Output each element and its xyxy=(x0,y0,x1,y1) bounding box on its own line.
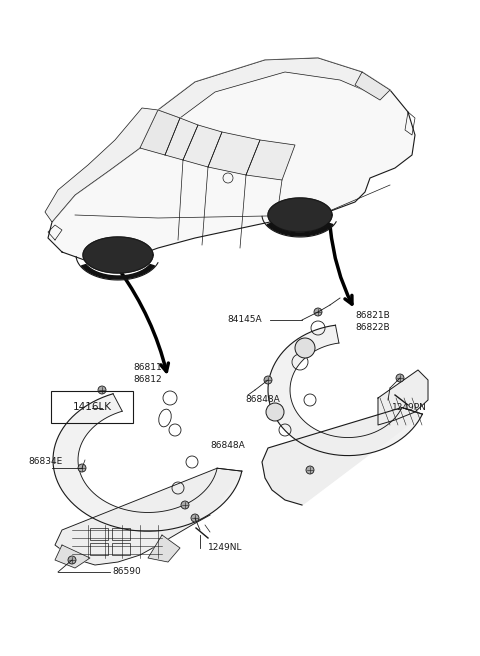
Text: 86848A: 86848A xyxy=(210,440,245,449)
Polygon shape xyxy=(45,108,158,222)
Polygon shape xyxy=(246,140,295,180)
Text: 86834E: 86834E xyxy=(28,457,62,466)
Polygon shape xyxy=(140,110,180,155)
Polygon shape xyxy=(165,118,198,160)
Bar xyxy=(112,528,130,540)
Polygon shape xyxy=(378,370,428,425)
Text: 86811: 86811 xyxy=(133,363,162,373)
Text: 86590: 86590 xyxy=(112,567,141,577)
Polygon shape xyxy=(355,72,390,100)
Polygon shape xyxy=(53,394,242,531)
Circle shape xyxy=(68,556,76,564)
Polygon shape xyxy=(148,535,180,562)
Circle shape xyxy=(306,466,314,474)
Polygon shape xyxy=(267,223,333,236)
Bar xyxy=(90,528,108,540)
Circle shape xyxy=(181,501,189,509)
Text: 86821B: 86821B xyxy=(355,310,390,319)
Bar xyxy=(90,543,108,555)
Polygon shape xyxy=(268,198,332,232)
Circle shape xyxy=(98,386,106,394)
Circle shape xyxy=(396,374,404,382)
Text: 84145A: 84145A xyxy=(228,316,262,325)
Polygon shape xyxy=(55,545,90,568)
Text: 1416LK: 1416LK xyxy=(72,402,111,412)
Polygon shape xyxy=(82,264,155,279)
Circle shape xyxy=(266,403,284,421)
Circle shape xyxy=(314,308,322,316)
Text: 1249NL: 1249NL xyxy=(208,544,242,552)
Circle shape xyxy=(191,514,199,522)
Circle shape xyxy=(295,338,315,358)
Polygon shape xyxy=(208,132,260,175)
Polygon shape xyxy=(48,58,415,262)
Text: 86848A: 86848A xyxy=(245,396,280,405)
Polygon shape xyxy=(55,468,242,565)
Bar xyxy=(112,543,130,555)
Text: 1249PN: 1249PN xyxy=(392,403,427,413)
Text: 86822B: 86822B xyxy=(355,323,390,333)
Text: 86812: 86812 xyxy=(134,375,162,384)
Circle shape xyxy=(78,464,86,472)
Polygon shape xyxy=(262,407,422,505)
Polygon shape xyxy=(83,237,153,273)
Circle shape xyxy=(264,376,272,384)
Polygon shape xyxy=(268,325,422,455)
Polygon shape xyxy=(158,58,390,118)
Polygon shape xyxy=(183,125,222,167)
